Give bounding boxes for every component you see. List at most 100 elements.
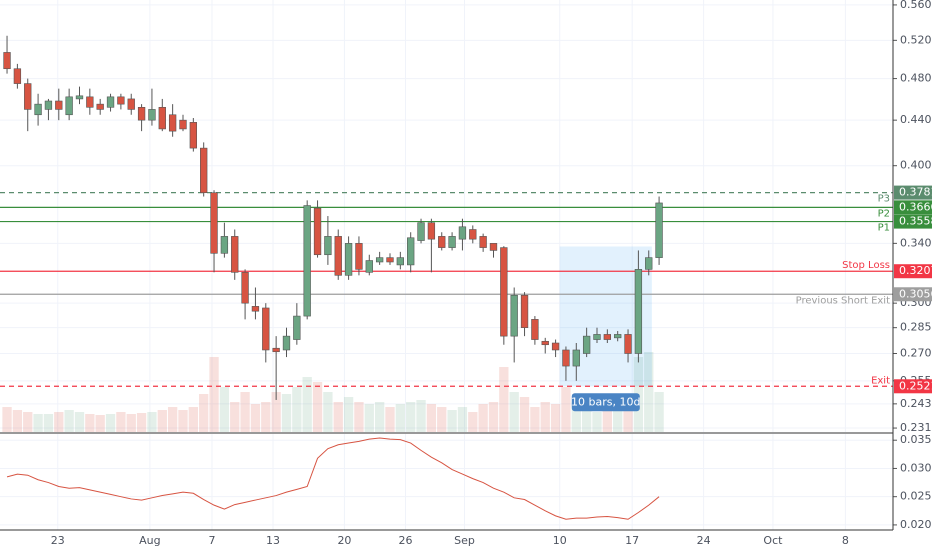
- volume-bar: [12, 410, 23, 432]
- price-label-bg: [894, 214, 932, 229]
- candle-body: [417, 222, 425, 241]
- volume-bar: [281, 394, 292, 432]
- volume-bar: [126, 414, 136, 432]
- volume-bar: [343, 397, 354, 432]
- x-tick-label: 20: [337, 534, 351, 547]
- volume-bar: [54, 412, 64, 432]
- x-tick-label: 10: [553, 534, 567, 547]
- candle-body: [572, 349, 580, 367]
- volume-bar: [323, 392, 333, 432]
- price-label: 0.25210: [899, 379, 932, 392]
- candle-body: [355, 243, 363, 270]
- y-tick-label: 0.23100: [900, 421, 932, 434]
- volume-bar: [23, 412, 33, 432]
- candle-body: [407, 237, 415, 266]
- level-name: Exit: [871, 375, 890, 386]
- x-tick-label: 24: [697, 534, 711, 547]
- volume-bar: [561, 387, 571, 432]
- candle-body: [241, 272, 249, 304]
- volume-bar: [437, 407, 447, 432]
- x-tick-label: 8: [842, 534, 849, 547]
- candle-body: [344, 243, 353, 276]
- level-name: Stop Loss: [842, 260, 890, 271]
- price-label-bg: [894, 200, 932, 215]
- volume-bar: [85, 414, 95, 432]
- candle-body: [86, 96, 94, 108]
- volume-bar: [623, 404, 633, 432]
- volume-bar: [499, 367, 509, 432]
- candle-body: [500, 247, 508, 337]
- candle-body: [489, 243, 498, 251]
- volume-bar: [312, 382, 323, 432]
- candle-body: [127, 98, 135, 110]
- candle-body: [220, 236, 229, 254]
- volume-bar: [230, 402, 240, 432]
- indicator-line: [6, 437, 660, 520]
- x-tick-label: 26: [399, 534, 413, 547]
- volume-bar: [592, 412, 602, 432]
- candle-body: [3, 52, 11, 70]
- candle-body: [303, 205, 311, 317]
- price-label: 0.32074: [899, 264, 932, 277]
- candle-body: [541, 340, 549, 346]
- volume-bar: [644, 352, 654, 432]
- candle-body: [427, 222, 436, 240]
- candle-body: [645, 257, 653, 270]
- volume-bar: [426, 404, 437, 432]
- candle-body: [438, 236, 446, 248]
- candle-body: [551, 342, 560, 351]
- candle-body: [593, 334, 601, 340]
- candle-body: [168, 114, 177, 132]
- candle-body: [200, 147, 208, 194]
- volume-bar: [468, 412, 478, 432]
- y-tick-label: 0.0200: [900, 518, 932, 531]
- volume-bar: [105, 414, 116, 432]
- volume-bar: [2, 407, 12, 432]
- volume-bar: [95, 415, 105, 432]
- candle-body: [148, 109, 156, 121]
- y-tick-label: 0.28500: [900, 321, 932, 334]
- volume-bar: [157, 410, 167, 432]
- level-name: P1: [878, 223, 890, 234]
- candle-body: [158, 107, 166, 130]
- x-tick-label: 7: [208, 534, 215, 547]
- candle-body: [614, 334, 622, 339]
- candle-body: [106, 96, 115, 108]
- candle-body: [210, 192, 218, 254]
- level-name: P2: [878, 208, 890, 219]
- candle-body: [282, 335, 291, 351]
- candle-body: [272, 347, 280, 353]
- volume-bar: [167, 407, 178, 432]
- candle-body: [469, 229, 477, 240]
- volume-bar: [364, 404, 374, 432]
- volume-bar: [374, 402, 385, 432]
- y-tick-label: 0.24300: [900, 397, 932, 410]
- y-tick-label: 0.52000: [900, 33, 932, 46]
- volume-bar: [292, 387, 302, 432]
- volume-bar: [457, 407, 468, 432]
- x-tick-label: 23: [51, 534, 65, 547]
- x-tick-label: 17: [625, 534, 639, 547]
- volume-bar: [250, 404, 261, 432]
- candle-body: [189, 122, 198, 149]
- volume-bar: [333, 402, 343, 432]
- volume-bar: [519, 397, 530, 432]
- volume-bar: [581, 407, 592, 432]
- price-label: 0.35585: [899, 215, 932, 228]
- price-label: 0.36661: [899, 200, 932, 213]
- volume-bar: [209, 357, 219, 432]
- volume-bar: [406, 402, 416, 432]
- candle-body: [34, 103, 42, 116]
- candle-body: [655, 202, 663, 258]
- volume-bar: [219, 387, 230, 432]
- volume-bar: [571, 402, 581, 432]
- level-name: P3: [878, 194, 890, 205]
- candle-body: [634, 269, 643, 354]
- price-label-bg: [894, 264, 932, 279]
- candle-body: [386, 257, 394, 263]
- y-tick-label: 0.34000: [900, 236, 932, 249]
- candle-body: [582, 335, 591, 354]
- candle-body: [520, 294, 529, 328]
- volume-bar: [395, 404, 405, 432]
